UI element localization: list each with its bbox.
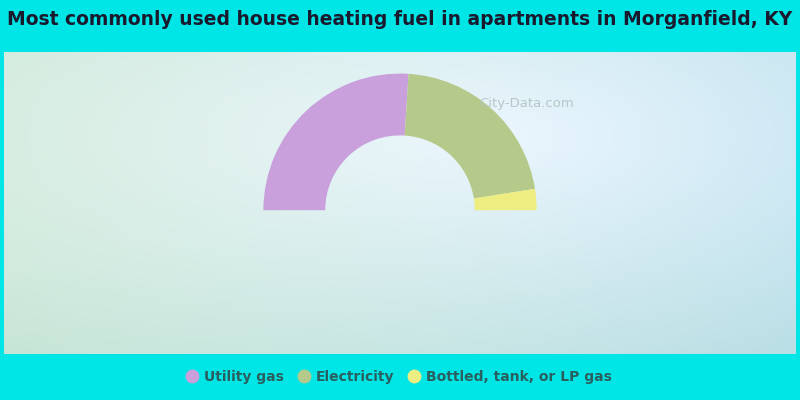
Wedge shape <box>405 74 535 198</box>
Legend: Utility gas, Electricity, Bottled, tank, or LP gas: Utility gas, Electricity, Bottled, tank,… <box>188 370 612 384</box>
Text: City-Data.com: City-Data.com <box>479 97 574 110</box>
Wedge shape <box>474 189 537 210</box>
Wedge shape <box>263 74 409 210</box>
Text: Most commonly used house heating fuel in apartments in Morganfield, KY: Most commonly used house heating fuel in… <box>7 10 793 29</box>
